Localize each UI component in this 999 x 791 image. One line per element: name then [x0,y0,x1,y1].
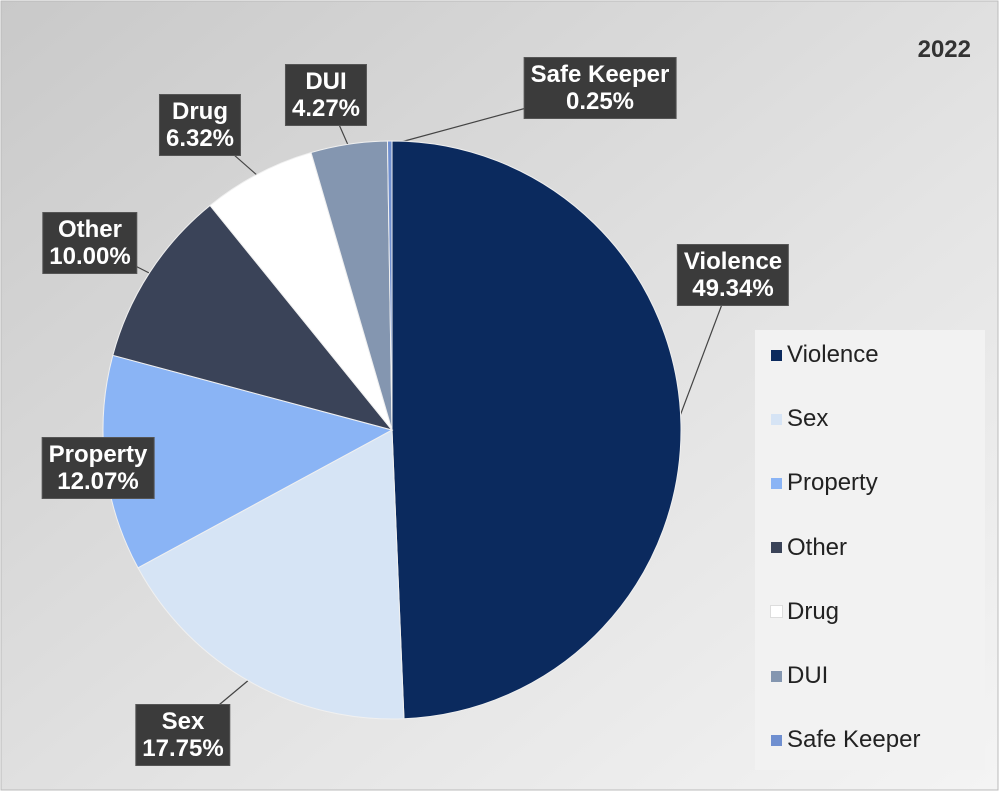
data-label: Drug 6.32% [159,95,241,155]
label-value: 0.25% [565,88,635,115]
label-value: 17.75% [142,735,224,762]
legend-label: Other [787,533,848,561]
legend-swatch [771,670,782,682]
data-label: Other 10.00% [43,213,137,273]
legend-item: Safe Keeper [771,726,920,754]
legend-swatch [770,605,783,619]
legend-label: Property [787,469,878,497]
legend-swatch [771,349,782,361]
legend-swatch [771,542,782,554]
pie-slice [391,140,682,720]
legend-item: Drug [770,597,840,626]
pie-slice [137,429,405,720]
label-value: 49.34% [692,275,774,302]
data-label: Sex 17.75% [136,705,230,765]
legend-swatch [771,734,782,746]
label-category: DUI [305,68,347,95]
label-category: Safe Keeper [530,61,670,88]
legend-item: DUI [771,662,828,690]
pie-slice [209,151,393,431]
legend-swatch [771,413,782,425]
legend-label: Violence [787,341,879,368]
data-label: Property 12.07% [42,438,154,498]
legend-item: Sex [771,405,828,433]
data-label: Safe Keeper 0.25% [524,58,676,118]
label-category: Drug [172,98,228,125]
chart-title: 2022 [917,36,971,63]
label-value: 6.32% [165,125,235,152]
legend-item: Violence [771,341,879,369]
legend: Violence Sex Property Other Drug DUI Safe Keep… [755,330,985,770]
label-category: Other [57,216,122,243]
pie-slice [112,204,394,431]
legend-label: Sex [787,405,829,433]
label-category: Sex [161,708,205,735]
label-value: 10.00% [49,243,131,270]
label-value: 12.07% [57,468,139,495]
label-category: Property [48,441,148,468]
legend-label: Drug [787,597,840,625]
legend-item: Property [771,469,878,497]
legend-item: Other [771,534,847,562]
data-label: DUI 4.27% [285,65,367,125]
legend-label: DUI [787,662,829,689]
legend-label: Safe Keeper [787,726,921,754]
legend-swatch [771,477,782,489]
label-category: Violence [683,248,783,275]
pie-slice [386,140,393,431]
label-value: 4.27% [291,95,361,122]
data-label: Violence 49.34% [677,245,789,305]
